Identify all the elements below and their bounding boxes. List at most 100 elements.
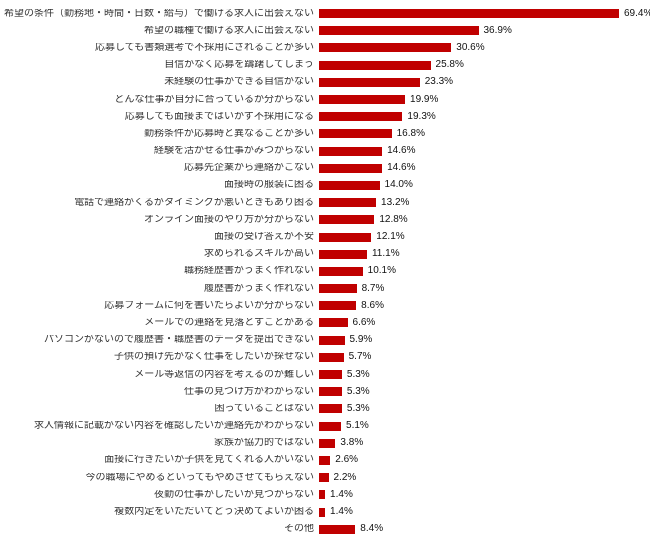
value-label: 13.2% — [381, 196, 410, 208]
category-label: 仕事の見つけ方がわからない — [184, 386, 314, 397]
value-label: 8.6% — [361, 299, 384, 311]
bar — [319, 438, 336, 448]
chart-row: メール等返信の内容を考えるのが難しい 5.3% — [0, 366, 650, 383]
chart-row: 応募しても書類選考で不採用にされることが多い 30.6% — [0, 39, 650, 56]
value-label: 36.9% — [483, 24, 512, 36]
bar — [319, 455, 331, 465]
value-label: 5.3% — [346, 385, 370, 397]
value-label: 19.3% — [407, 110, 436, 122]
category-label: 求められるスキルが高い — [204, 249, 314, 260]
bar — [319, 180, 380, 190]
value-label: 5.1% — [346, 420, 369, 432]
bar — [319, 249, 367, 259]
category-label: 夜勤の仕事がしたいが見つからない — [154, 489, 314, 500]
value-label: 10.1% — [367, 265, 397, 277]
category-label: メールでの連絡を見落とすことがある — [144, 317, 314, 328]
chart-row: 求人情報に記載がない内容を確認したいが連絡先がわからない 5.1% — [0, 418, 650, 435]
bar — [319, 352, 344, 362]
category-label: 未経験の仕事ができる自信がない — [164, 77, 314, 88]
category-label: 電話で連絡がくるがタイミングが悪いときもあり困る — [74, 197, 314, 208]
bar — [319, 284, 357, 294]
bar — [319, 95, 406, 105]
category-label: どんな仕事が自分に合っているか分からない — [114, 94, 315, 105]
category-label: 面接の受け答えが不安 — [214, 232, 314, 243]
value-label: 5.7% — [348, 351, 372, 363]
chart-row: 応募しても面接まではいかず不採用になる 19.3% — [0, 108, 650, 125]
chart-row: 困っていることはない 5.3% — [0, 400, 650, 417]
chart-row: 履歴書がうまく作れない 8.7% — [0, 280, 650, 297]
category-label: その他 — [284, 524, 314, 535]
bar — [319, 163, 383, 173]
value-label: 19.9% — [410, 93, 439, 105]
value-label: 14.6% — [387, 162, 416, 174]
chart-row: 面接の受け答えが不安 12.1% — [0, 228, 650, 245]
bar — [319, 473, 329, 483]
category-label: 困っていることはない — [214, 403, 315, 414]
value-label: 8.7% — [361, 282, 385, 294]
chart-row: メールでの連絡を見落とすことがある 6.6% — [0, 314, 650, 331]
chart-row: 希望の条件（勤務地・時間・日数・給与）で働ける求人に出会えない 69.4% — [0, 5, 650, 22]
bar — [319, 318, 348, 328]
value-label: 14.0% — [384, 179, 413, 191]
bar — [319, 60, 431, 70]
chart-row: 応募先企業から連絡がこない 14.6% — [0, 160, 650, 177]
value-label: 2.2% — [333, 471, 357, 483]
value-label: 3.8% — [340, 437, 364, 449]
bar — [319, 77, 420, 87]
value-label: 11.1% — [371, 248, 400, 260]
chart-row: 応募フォームに何を書いたらよいか分からない 8.6% — [0, 297, 650, 314]
bar — [319, 490, 326, 500]
chart-row: 複数内定をいただいてどう決めてよいか困る 1.4% — [0, 503, 650, 520]
value-label: 14.6% — [387, 145, 416, 157]
chart-row: 家族が協力的ではない 3.8% — [0, 435, 650, 452]
category-label: 応募フォームに何を書いたらよいか分からない — [104, 300, 314, 311]
category-label: 応募しても書類選考で不採用にされることが多い — [95, 42, 314, 53]
bar — [319, 421, 342, 431]
chart-row: 面接に行きたいが子供を見てくれる人がいない 2.6% — [0, 452, 650, 469]
bar — [319, 26, 479, 36]
value-label: 30.6% — [456, 41, 485, 53]
bar — [319, 146, 383, 156]
value-label: 6.6% — [352, 316, 376, 328]
value-label: 5.9% — [349, 334, 373, 346]
value-label: 25.8% — [435, 59, 464, 71]
bar — [319, 301, 357, 311]
value-label: 8.4% — [360, 523, 384, 535]
chart-row: 面接時の服装に困る 14.0% — [0, 177, 650, 194]
value-label: 5.3% — [346, 368, 370, 380]
chart-row: 今の職場にやめるといってもやめさせてもらえない 2.2% — [0, 469, 650, 486]
category-label: 勤務条件が応募時と異なることが多い — [144, 128, 314, 139]
chart-row: 希望の職種で働ける求人に出会えない 36.9% — [0, 22, 650, 39]
bar — [319, 507, 326, 517]
chart-row: 職務経歴書がうまく作れない 10.1% — [0, 263, 650, 280]
category-label: 希望の条件（勤務地・時間・日数・給与）で働ける求人に出会えない — [4, 8, 314, 19]
category-label: 面接に行きたいが子供を見てくれる人がいない — [104, 455, 314, 466]
bar — [319, 112, 403, 122]
bar — [319, 129, 392, 139]
chart-row: 勤務条件が応募時と異なることが多い 16.8% — [0, 125, 650, 142]
bar — [319, 370, 342, 380]
bar — [319, 335, 345, 345]
chart-row: 夜勤の仕事がしたいが見つからない 1.4% — [0, 486, 650, 503]
bar — [319, 215, 375, 225]
category-label: 履歴書がうまく作れない — [204, 283, 314, 294]
category-label: オンライン面接のやり方が分からない — [144, 214, 314, 225]
category-label: 面接時の服装に困る — [224, 180, 314, 191]
chart-row: どんな仕事が自分に合っているか分からない 19.9% — [0, 91, 650, 108]
category-label: 複数内定をいただいてどう決めてよいか困る — [114, 507, 314, 518]
chart-row: その他 8.4% — [0, 521, 650, 538]
category-label: 職務経歴書がうまく作れない — [184, 266, 314, 277]
category-label: 今の職場にやめるといってもやめさせてもらえない — [85, 472, 315, 483]
chart-row: パソコンがないので履歴書・職歴書のデータを提出できない 5.9% — [0, 332, 650, 349]
value-label: 12.1% — [376, 231, 405, 243]
category-label: パソコンがないので履歴書・職歴書のデータを提出できない — [44, 335, 314, 346]
category-label: 経験を活かせる仕事がみつからない — [154, 146, 314, 157]
category-label: メール等返信の内容を考えるのが難しい — [134, 369, 314, 380]
value-label: 1.4% — [330, 506, 353, 518]
category-label: 家族が協力的ではない — [214, 438, 314, 449]
value-label: 23.3% — [424, 76, 454, 88]
chart-row: 子供の預け先がなく仕事をしたいが探せない 5.7% — [0, 349, 650, 366]
category-label: 希望の職種で働ける求人に出会えない — [144, 25, 314, 36]
chart-row: 未経験の仕事ができる自信がない 23.3% — [0, 74, 650, 91]
